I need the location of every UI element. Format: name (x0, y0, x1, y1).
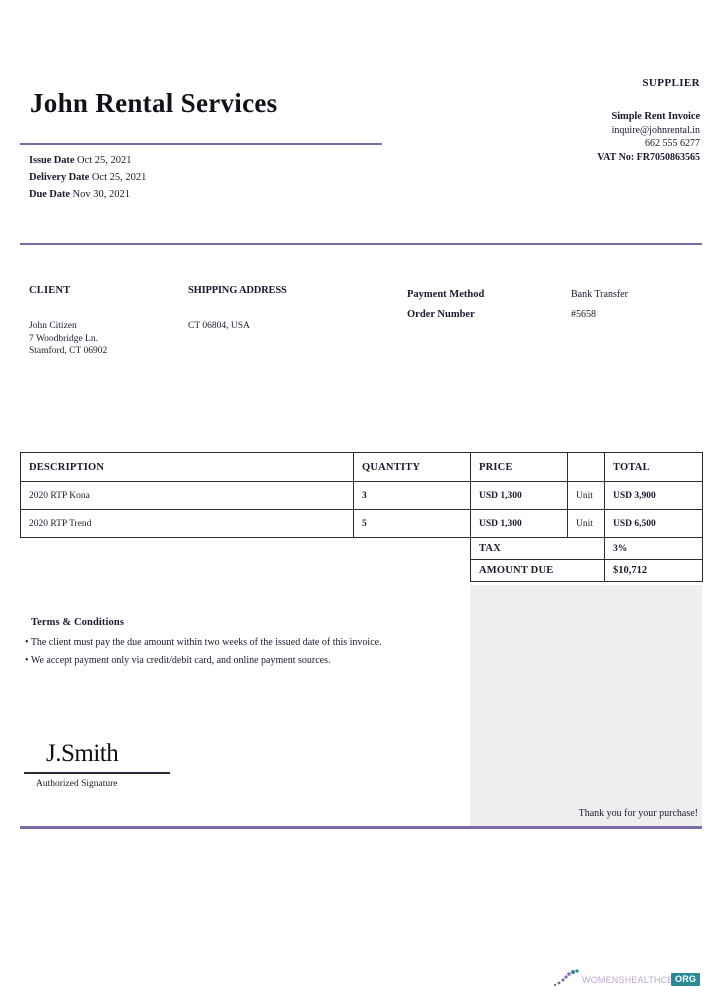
payment-method-row: Payment Method Bank Transfer (407, 285, 628, 305)
header-total: TOTAL (604, 452, 703, 482)
due-spacer-quantity (354, 560, 471, 582)
issue-date-row: Issue Date Oct 25, 2021 (29, 152, 146, 169)
signature-line (24, 772, 170, 774)
row-price: USD 1,300 (470, 481, 568, 510)
header-unit (567, 452, 605, 482)
payment-method-value: Bank Transfer (571, 289, 628, 300)
client-address: John Citizen 7 Woodbridge Ln. Stamford, … (29, 320, 107, 358)
shipping-address-value: CT 06804, USA (188, 321, 250, 331)
footer-divider (20, 826, 702, 829)
terms-line-1: • The client must pay the due amount wit… (25, 637, 382, 648)
watermark-text: WOMENSHEALTHCENTER (582, 975, 699, 985)
row-quantity: 3 (353, 481, 471, 510)
terms-line-2: • We accept payment only via credit/debi… (25, 655, 331, 666)
header-divider (20, 143, 382, 145)
shipping-address-label: SHIPPING ADDRESS (188, 285, 287, 296)
section-divider (20, 243, 702, 245)
tax-spacer-description (21, 538, 354, 560)
thank-you-note: Thank you for your purchase! (578, 808, 698, 819)
tax-row: TAX 3% (21, 537, 703, 560)
row-total: USD 3,900 (604, 481, 703, 510)
summary-panel-background (470, 585, 702, 826)
table-row: 2020 RTP Kona 3 USD 1,300 Unit USD 3,900 (20, 481, 703, 510)
watermark-badge: ORG (671, 973, 701, 986)
supplier-phone: 662 555 6277 (645, 138, 700, 149)
line-items-table: DESCRIPTION QUANTITY PRICE TOTAL 2020 RT… (20, 452, 703, 582)
header-price: PRICE (470, 452, 568, 482)
amount-due-value: $10,712 (604, 559, 703, 582)
company-title: John Rental Services (30, 88, 278, 118)
client-street: 7 Woodbridge Ln. (29, 333, 98, 344)
due-spacer-description (21, 560, 354, 582)
due-date-row: Due Date Nov 30, 2021 (29, 186, 146, 203)
payment-method-label: Payment Method (407, 289, 485, 300)
supplier-name: Simple Rent Invoice (611, 111, 700, 122)
amount-due-label: AMOUNT DUE (470, 559, 605, 582)
tax-label: TAX (470, 537, 605, 560)
table-header-row: DESCRIPTION QUANTITY PRICE TOTAL (20, 452, 703, 482)
due-date-label: Due Date (29, 189, 70, 200)
row-total: USD 6,500 (604, 509, 703, 538)
dotted-arc-icon (553, 969, 579, 987)
terms-title: Terms & Conditions (31, 617, 125, 628)
row-description: 2020 RTP Trend (20, 509, 354, 538)
client-city: Stamford, CT 06902 (29, 346, 108, 356)
signature-mark: J.Smith (46, 740, 119, 767)
header-description: DESCRIPTION (20, 452, 354, 482)
amount-due-row: AMOUNT DUE $10,712 (21, 559, 703, 582)
date-list: Issue Date Oct 25, 2021 Delivery Date Oc… (29, 152, 146, 203)
order-number-value: #5658 (571, 309, 596, 320)
payment-details: Payment Method Bank Transfer Order Number… (407, 285, 628, 325)
terms-body: • The client must pay the due amount wit… (25, 634, 465, 670)
tax-spacer-quantity (354, 538, 471, 560)
issue-date-label: Issue Date (29, 155, 75, 166)
due-date-value: Nov 30, 2021 (72, 189, 130, 200)
table-row: 2020 RTP Trend 5 USD 1,300 Unit USD 6,50… (20, 509, 703, 538)
row-quantity: 5 (353, 509, 471, 538)
header-quantity: QUANTITY (353, 452, 471, 482)
delivery-date-label: Delivery Date (29, 172, 90, 183)
client-name: John Citizen (29, 321, 77, 331)
order-number-label: Order Number (407, 309, 475, 320)
watermark-logo: WOMENSHEALTHCENTER ORG (552, 968, 702, 994)
row-unit: Unit (567, 481, 605, 510)
supplier-email[interactable]: inquire@johnrental.in (611, 124, 700, 136)
issue-date-value: Oct 25, 2021 (77, 155, 132, 166)
order-number-row: Order Number #5658 (407, 305, 628, 325)
client-label: CLIENT (29, 285, 71, 296)
row-description: 2020 RTP Kona (20, 481, 354, 510)
tax-value: 3% (604, 537, 703, 560)
supplier-details: Simple Rent Invoice inquire@johnrental.i… (597, 110, 700, 164)
supplier-vat: VAT No: FR7050863565 (597, 151, 700, 163)
row-price: USD 1,300 (470, 509, 568, 538)
signature-caption: Authorized Signature (36, 779, 118, 789)
delivery-date-row: Delivery Date Oct 25, 2021 (29, 169, 146, 186)
delivery-date-value: Oct 25, 2021 (91, 172, 147, 183)
row-unit: Unit (567, 509, 605, 538)
supplier-heading: SUPPLIER (642, 77, 700, 89)
